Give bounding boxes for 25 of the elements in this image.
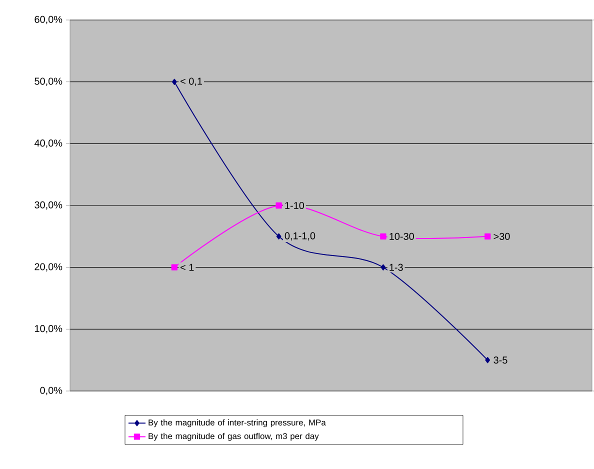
y-tick-label: 50,0% [34, 78, 62, 86]
data-label: >30 [494, 232, 510, 240]
data-label: 1-3 [390, 264, 403, 271]
point [172, 78, 177, 85]
point [484, 233, 491, 240]
data-label: 1-10 [285, 202, 304, 210]
y-tick-label: 40,0% [34, 140, 62, 148]
point [276, 233, 282, 240]
y-tick-label: 20,0% [34, 263, 62, 272]
data-label: 10-30 [390, 232, 414, 240]
data-label: 3-5 [494, 356, 508, 364]
legend-label: By the magnitude of inter-string pressure, MPa [148, 419, 326, 428]
y-tick-label: 0,0% [40, 386, 62, 396]
data-label: < 1 [180, 264, 194, 271]
point [171, 264, 178, 270]
point [380, 233, 386, 240]
point [276, 202, 282, 209]
data-label: 0,1-1,0 [284, 232, 316, 241]
legend-label: By the magnitude of gas outflow, m3 per day [148, 432, 319, 441]
point [380, 264, 386, 270]
y-tick-label: 30,0% [34, 201, 62, 210]
y-tick-label: 10,0% [35, 325, 62, 334]
point [485, 356, 490, 364]
data-label: < 0,1 [180, 78, 202, 86]
y-tick-label: 60,0% [34, 16, 62, 24]
